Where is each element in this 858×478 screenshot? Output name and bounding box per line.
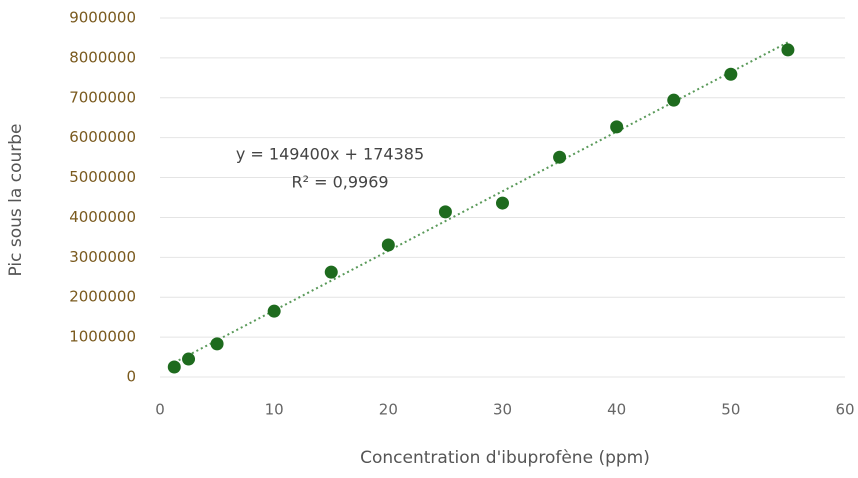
y-tick-label: 7000000 <box>69 88 136 106</box>
y-tick-label: 8000000 <box>69 48 136 66</box>
point <box>781 43 795 57</box>
point <box>210 337 224 351</box>
point <box>610 120 624 134</box>
trendline-r2: R² = 0,9969 <box>291 173 388 192</box>
x-tick-label: 40 <box>607 401 626 419</box>
point <box>381 238 395 252</box>
point <box>724 67 738 81</box>
x-tick-label: 60 <box>835 401 854 419</box>
x-tick-label: 0 <box>155 401 165 419</box>
x-axis-title: Concentration d'ibuprofène (ppm) <box>360 448 650 468</box>
trendline <box>173 41 789 364</box>
y-tick-label: 6000000 <box>69 128 136 146</box>
y-tick-label: 2000000 <box>69 288 136 306</box>
point <box>167 360 181 374</box>
y-tick-label: 3000000 <box>69 248 136 266</box>
y-tick-label: 1000000 <box>69 328 136 346</box>
x-tick-label: 30 <box>493 401 512 419</box>
y-tick-label: 0 <box>126 368 136 386</box>
point <box>182 352 196 366</box>
x-tick-label: 50 <box>721 401 740 419</box>
point <box>438 205 452 219</box>
y-axis-title: Pic sous la courbe <box>6 124 26 277</box>
point <box>496 196 509 210</box>
point <box>553 150 567 164</box>
trendline-equation: y = 149400x + 174385 <box>236 145 424 164</box>
y-tick-label: 5000000 <box>69 168 136 186</box>
point <box>267 304 281 318</box>
point <box>667 93 681 107</box>
point <box>324 265 338 279</box>
y-tick-label: 4000000 <box>69 208 136 226</box>
x-tick-label: 20 <box>379 401 398 419</box>
y-tick-label: 9000000 <box>69 9 136 27</box>
x-tick-label: 10 <box>265 401 284 419</box>
